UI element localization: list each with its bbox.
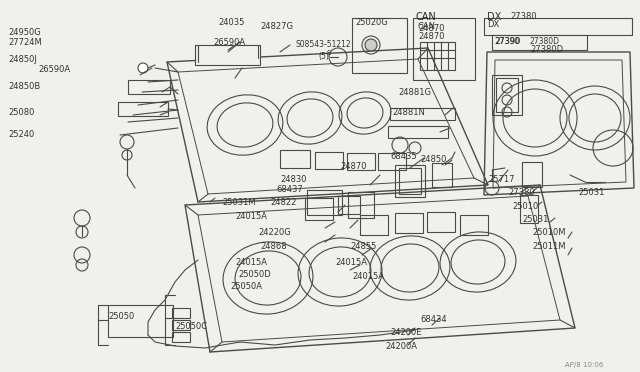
Text: 24870: 24870 <box>340 162 367 171</box>
Text: 27380: 27380 <box>510 12 536 21</box>
Text: 24950G: 24950G <box>8 28 41 37</box>
Text: 25010: 25010 <box>512 202 538 211</box>
Bar <box>360 215 388 235</box>
Text: 25011M: 25011M <box>532 242 566 251</box>
Text: 24870: 24870 <box>418 24 445 33</box>
Bar <box>520 195 538 223</box>
Text: 24868: 24868 <box>260 242 287 251</box>
Text: DX: DX <box>487 20 499 29</box>
Bar <box>378 153 406 170</box>
Text: 24015A: 24015A <box>352 272 384 281</box>
Text: 24850: 24850 <box>420 155 446 164</box>
Text: DX: DX <box>487 12 501 22</box>
Text: 68437: 68437 <box>276 185 303 194</box>
Bar <box>315 152 343 169</box>
Bar <box>420 42 455 70</box>
Text: 24035: 24035 <box>218 18 244 27</box>
Bar <box>399 168 421 194</box>
Text: 25010M: 25010M <box>532 228 566 237</box>
Text: 25031: 25031 <box>578 188 604 197</box>
Text: 24200E: 24200E <box>390 328 422 337</box>
Bar <box>492 35 587 50</box>
Text: 68434: 68434 <box>420 315 447 324</box>
Bar <box>172 308 190 318</box>
Text: 25050C: 25050C <box>175 322 207 331</box>
Bar <box>108 305 173 337</box>
Text: 25717: 25717 <box>488 175 515 184</box>
Text: 24822: 24822 <box>270 198 296 207</box>
Text: 24015A: 24015A <box>335 258 367 267</box>
Text: 24827G: 24827G <box>260 22 293 31</box>
Text: 27380D: 27380D <box>530 45 563 54</box>
Text: 25031: 25031 <box>522 215 548 224</box>
Bar <box>522 162 542 187</box>
Text: 24220G: 24220G <box>258 228 291 237</box>
Text: 27390: 27390 <box>494 37 520 46</box>
Text: 24870: 24870 <box>418 32 445 41</box>
Bar <box>484 18 632 35</box>
Bar <box>496 78 518 112</box>
Text: 25050A: 25050A <box>230 282 262 291</box>
Text: 24015A: 24015A <box>235 258 267 267</box>
Bar <box>390 108 455 120</box>
Text: 25240: 25240 <box>8 130 35 139</box>
Text: 25050D: 25050D <box>238 270 271 279</box>
Text: 27380D: 27380D <box>530 37 560 46</box>
Bar <box>172 320 190 330</box>
Bar <box>395 213 423 233</box>
Text: 24200A: 24200A <box>385 342 417 351</box>
Bar <box>195 45 260 65</box>
Text: 27724M: 27724M <box>8 38 42 47</box>
Text: 27380: 27380 <box>508 188 534 197</box>
Bar <box>307 190 342 215</box>
Text: 24015A: 24015A <box>235 212 267 221</box>
Circle shape <box>365 39 377 51</box>
Text: S08543-51212: S08543-51212 <box>295 40 351 49</box>
Text: 26590A: 26590A <box>38 65 70 74</box>
Text: 24850J: 24850J <box>8 55 37 64</box>
Bar <box>280 150 310 168</box>
Text: 24850B: 24850B <box>8 82 40 91</box>
Bar <box>305 198 333 220</box>
Text: 24881G: 24881G <box>398 88 431 97</box>
Bar <box>347 153 375 170</box>
Text: CAN: CAN <box>415 12 436 22</box>
Text: 25031M: 25031M <box>222 198 255 207</box>
Text: 25020G: 25020G <box>355 18 388 27</box>
Bar <box>338 196 360 214</box>
Text: 25080: 25080 <box>8 108 35 117</box>
Text: 24855: 24855 <box>350 242 376 251</box>
Text: 27390: 27390 <box>495 37 519 46</box>
Bar <box>395 165 425 197</box>
Bar <box>128 80 170 94</box>
Bar <box>172 332 190 342</box>
Bar <box>413 18 475 80</box>
Text: S: S <box>327 50 331 56</box>
Bar <box>388 126 448 138</box>
Text: 25050: 25050 <box>108 312 134 321</box>
Text: 24881N: 24881N <box>392 108 425 117</box>
Bar <box>432 163 452 187</box>
Text: 26590A: 26590A <box>213 38 245 47</box>
Text: CAN: CAN <box>418 22 436 31</box>
Bar <box>460 215 488 235</box>
Text: (5): (5) <box>318 52 329 61</box>
Bar <box>352 18 407 73</box>
Bar <box>492 75 522 115</box>
Bar <box>118 102 168 116</box>
Text: AP/8 10:06: AP/8 10:06 <box>565 362 604 368</box>
Bar <box>348 192 374 218</box>
Circle shape <box>138 63 148 73</box>
Bar <box>427 212 455 232</box>
Text: 24830: 24830 <box>280 175 307 184</box>
Text: 68435: 68435 <box>390 152 417 161</box>
